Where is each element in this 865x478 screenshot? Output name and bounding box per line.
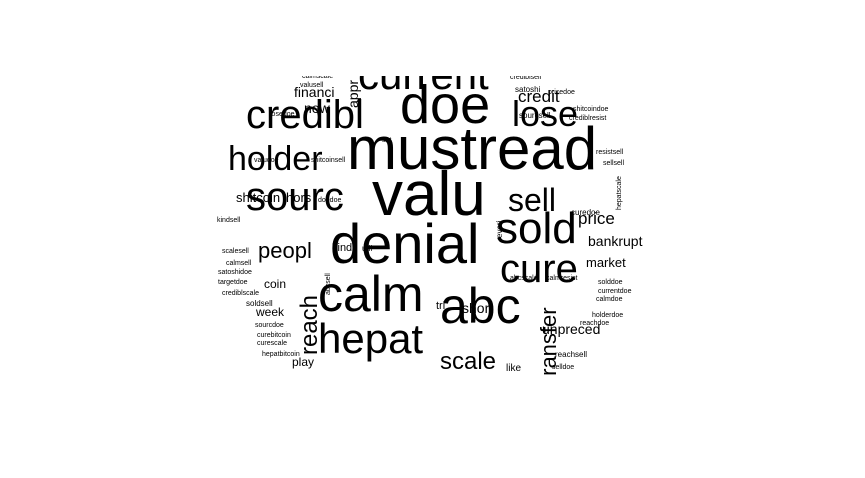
word-curescale: curescale (257, 340, 287, 347)
word-calmscale: calmscale (302, 76, 334, 80)
word-hepatscale: hepatscale (616, 176, 623, 210)
word-coin: coin (264, 277, 287, 291)
word-scale: scale (440, 348, 497, 375)
word-reach: reach (296, 294, 323, 355)
word-reachdoe: reachdoe (580, 320, 610, 327)
word-selldoe: selldoe (552, 364, 575, 371)
word-sourcsell: sourcsell (519, 111, 551, 120)
word-calm: calm (318, 266, 424, 322)
word-soldsell: soldsell (246, 299, 273, 308)
word-market: market (586, 255, 626, 270)
word-lose: lose (512, 93, 579, 134)
word-satoshi: satoshi (515, 85, 541, 94)
word-reachsell: reachsell (555, 350, 588, 359)
word-kindsell: kindsell (217, 217, 241, 224)
word-new: new (304, 100, 330, 116)
word-hors: hors (286, 190, 312, 205)
word-abc: abc (440, 278, 521, 334)
word-shitcoindoe: shitcoindoe (573, 106, 609, 113)
word-targetdoe: targetdoe (218, 279, 248, 286)
word-pricedoe: pricedoe (548, 89, 575, 96)
word-scalesell: scalesell (222, 248, 249, 255)
word-crediblsell: crediblsell (510, 76, 542, 81)
word-satoshidoe: satoshidoe (218, 269, 252, 276)
word-kind: kind (332, 242, 353, 254)
word-doedoe: doedoe (318, 197, 342, 204)
word-unpreced: unpreced (542, 321, 601, 337)
word-solddoe: solddoe (598, 279, 623, 286)
word-like: like (506, 363, 522, 374)
word-sell: sell (508, 182, 557, 218)
word-cure: cure (500, 247, 578, 291)
word-valu: valu (372, 160, 486, 229)
word-sold: sold (496, 204, 577, 253)
word-shitcoinsell: shitcoinsell (311, 157, 346, 164)
word-hepatbitcoin: hepatbitcoin (262, 351, 300, 358)
word-sellsell: sellsell (603, 160, 625, 167)
word-price: price (578, 209, 615, 228)
word-sourcdoe: sourcdoe (255, 322, 284, 329)
word-appr: appr (345, 79, 361, 108)
word-holderdoe: holderdoe (592, 312, 624, 319)
word-holder: holder (228, 140, 323, 178)
word-currentdoe: currentdoe (598, 288, 632, 295)
word-doe: doe (400, 76, 491, 135)
word-sourc: sourc (246, 175, 344, 219)
word-util: util (362, 244, 373, 253)
word-hepat: hepat (318, 315, 424, 362)
word-calmresist: calmresist (546, 275, 578, 282)
word-financi: financi (294, 84, 335, 100)
word-calmdoe: calmdoe (596, 296, 623, 303)
word-resistsell: resistsell (596, 149, 624, 156)
word-curedoe: curedoe (571, 208, 600, 217)
word-losedoe: losedoe (270, 111, 295, 118)
word-week: week (256, 305, 285, 319)
word-everi: everi (495, 220, 504, 238)
word-abcscale: abcscale (510, 275, 538, 282)
word-curebitcoin: curebitcoin (257, 332, 291, 339)
word-short: short (462, 300, 494, 316)
word-valusell: valusell (300, 82, 324, 89)
word-shitcoin: shitcoin (236, 190, 281, 205)
word-crediblresist: crediblresist (569, 115, 607, 122)
word-peopl: peopl (258, 238, 312, 263)
word-mustread: mustread (347, 115, 598, 182)
word-current: current (358, 76, 489, 96)
word-credit: credit (518, 87, 560, 106)
word-bankrupt: bankrupt (588, 233, 643, 249)
word-abcsell: abcsell (325, 273, 332, 295)
word-calmsell: calmsell (226, 260, 252, 267)
word-denial: denial (330, 212, 480, 275)
word-tri: tri (436, 300, 446, 312)
word-sat: sat (382, 137, 392, 144)
word-credibl: credibl (246, 93, 364, 137)
word-crediblscale: crediblscale (222, 290, 259, 297)
word-play: play (292, 355, 315, 369)
word-valudoe: valudoe (254, 157, 279, 164)
